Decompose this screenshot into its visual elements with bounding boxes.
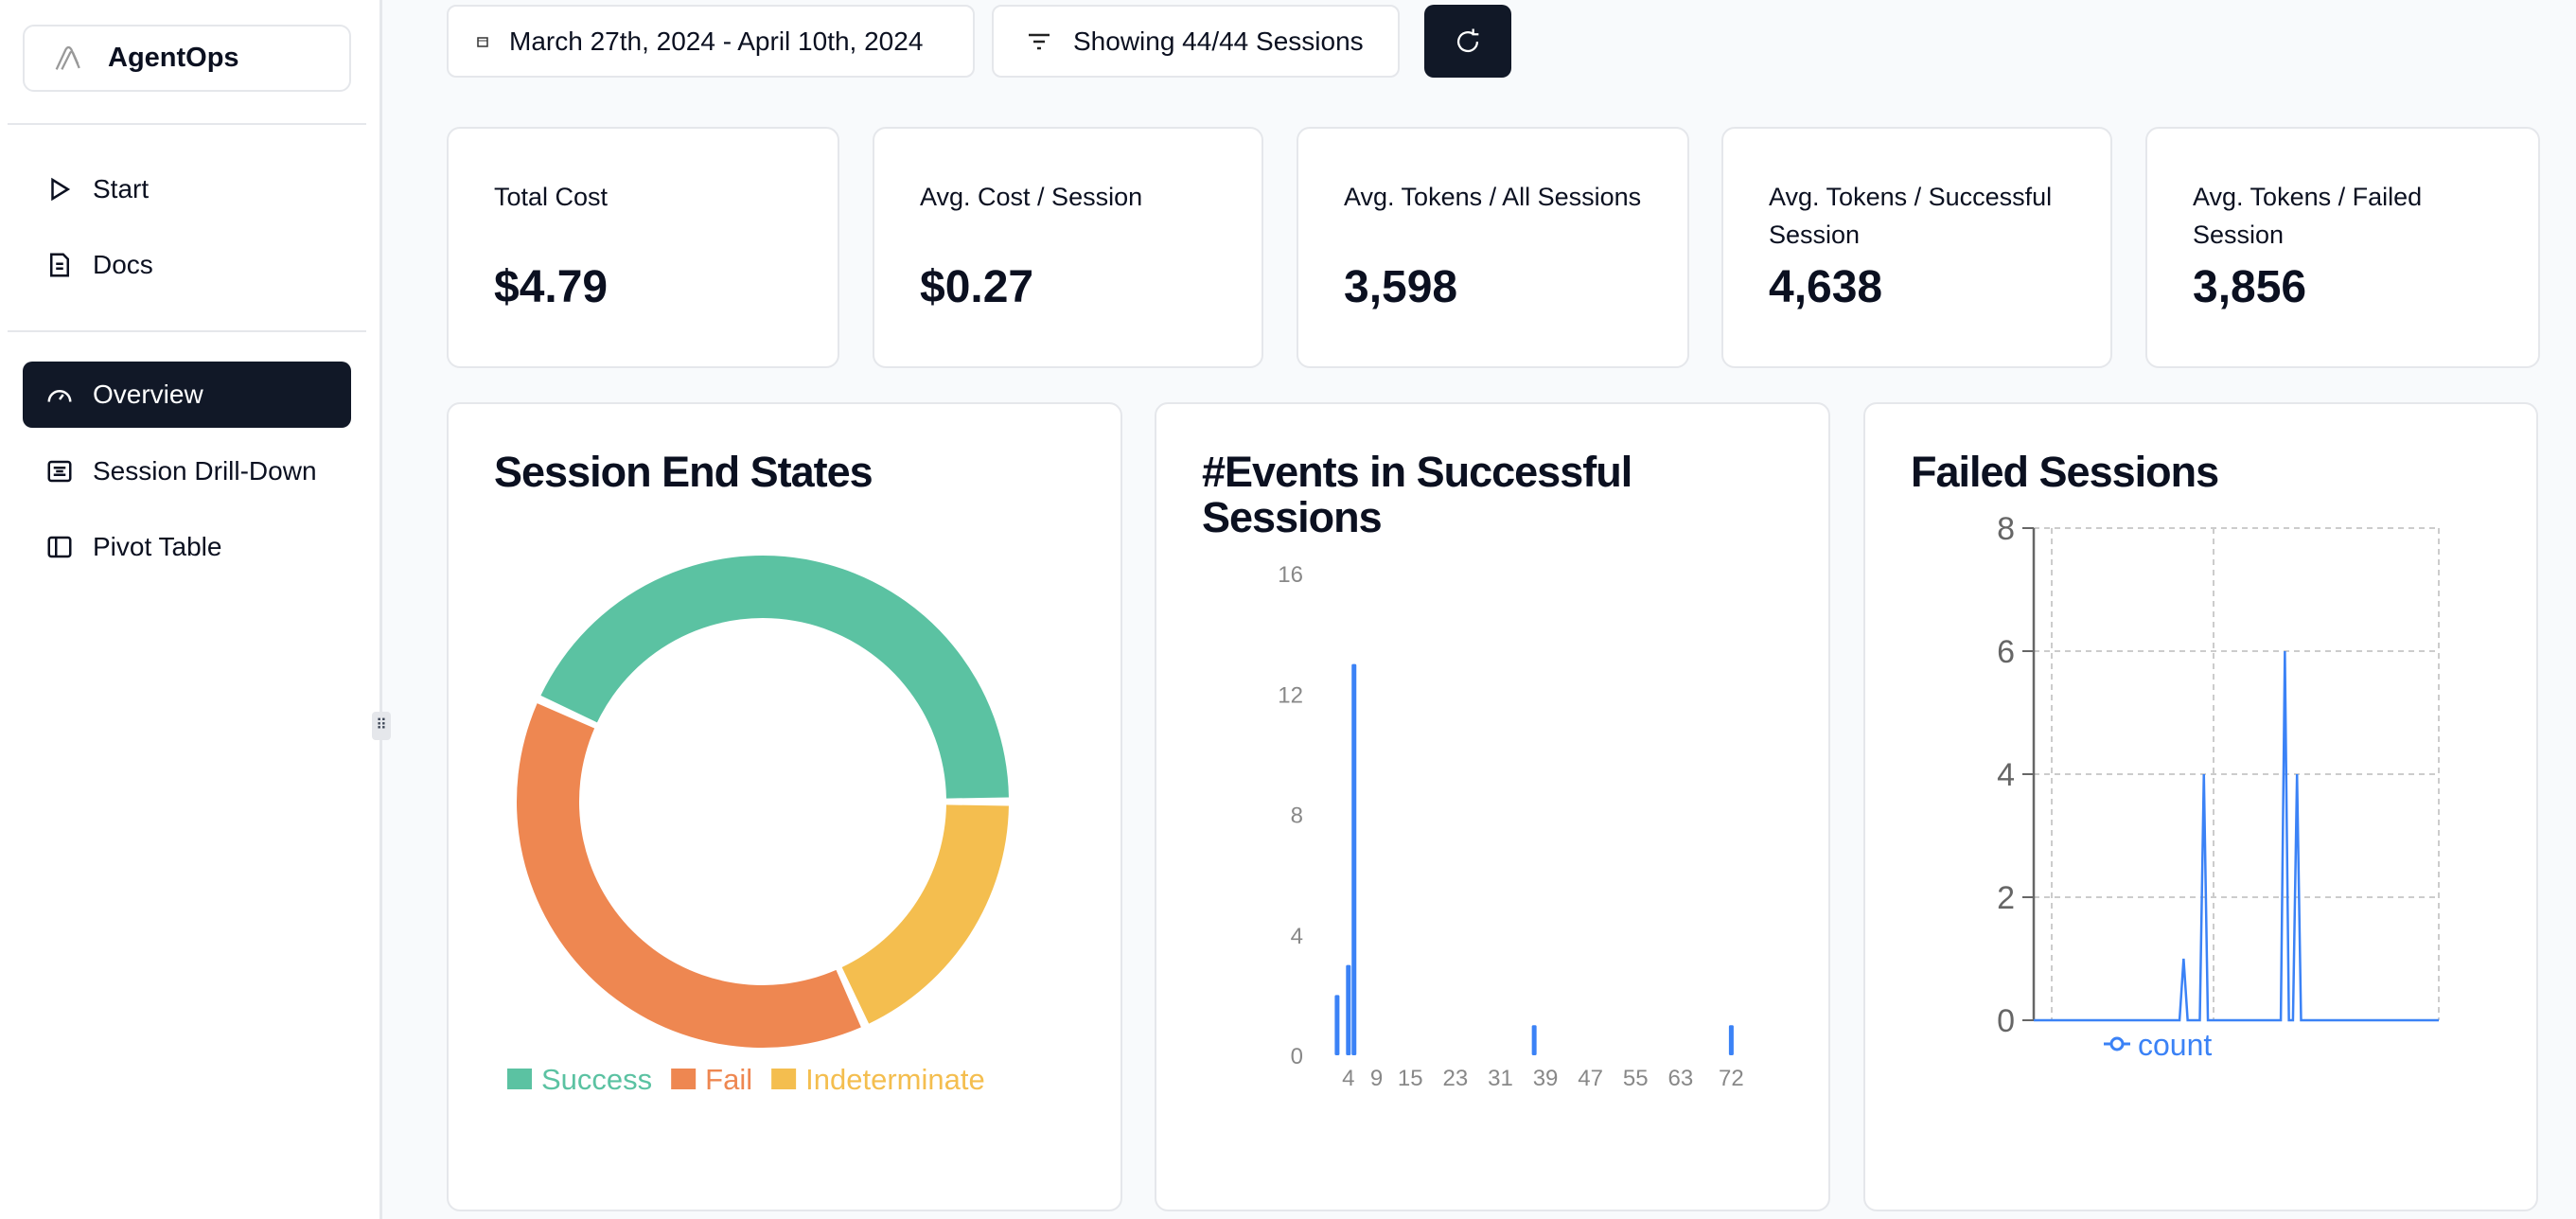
app-logo-button[interactable]: AgentOps — [23, 25, 351, 92]
legend-swatch — [507, 1069, 532, 1089]
events-successful-card: #Events in Successful Sessions 0 4 8 12 16 4 9… — [1155, 402, 1830, 1211]
legend-swatch — [671, 1069, 697, 1089]
y-tick-label: 2 — [1997, 880, 2015, 916]
chart-title: Session End States — [494, 448, 873, 496]
stat-value: 3,598 — [1344, 262, 1458, 312]
date-range-label: March 27th, 2024 - April 10th, 2024 — [509, 26, 924, 56]
sidebar-item-label: Pivot Table — [93, 532, 222, 561]
divider — [8, 123, 366, 125]
stat-label: Total Cost — [494, 183, 609, 211]
filter-icon — [1029, 33, 1050, 49]
divider — [8, 330, 366, 332]
y-tick-label: 0 — [1997, 1003, 2015, 1039]
refresh-button[interactable] — [1424, 5, 1511, 78]
session-filter-button[interactable]: Showing 44/44 Sessions — [992, 5, 1400, 78]
x-tick-label: 55 — [1623, 1066, 1649, 1091]
bar — [1334, 995, 1340, 1055]
legend-label: Success — [541, 1063, 652, 1096]
list-icon — [47, 460, 72, 483]
x-tick-label: 47 — [1578, 1066, 1603, 1091]
panel-icon — [47, 536, 72, 558]
donut-slice-fail — [517, 703, 861, 1048]
y-tick-label: 0 — [1291, 1044, 1303, 1069]
stat-label: Avg. Tokens / All Sessions — [1344, 183, 1642, 211]
chart-title: Failed Sessions — [1911, 448, 2219, 496]
donut-chart: Success Fail Indeterminate — [507, 555, 1009, 1096]
stat-card-avg-cost: Avg. Cost / Session $0.27 — [873, 127, 1263, 368]
x-tick-label: 63 — [1667, 1066, 1693, 1091]
stat-label: Avg. Cost / Session — [920, 183, 1143, 211]
y-tick-label: 6 — [1997, 634, 2015, 670]
legend-marker — [2109, 1036, 2125, 1051]
bar — [1531, 1025, 1537, 1055]
sidebar-item-start[interactable]: Start — [23, 156, 351, 222]
sidebar: AgentOps Start Docs Overview Session Dri… — [0, 0, 382, 1219]
x-tick-label: 4 — [1342, 1066, 1354, 1091]
filter-label: Showing 44/44 Sessions — [1073, 26, 1364, 56]
sidebar-item-label: Overview — [93, 380, 203, 409]
series-line-count — [2034, 650, 2439, 1022]
stat-card-avg-tokens-failed: Avg. Tokens / Failed Session 3,856 — [2145, 127, 2540, 368]
x-tick-label: 72 — [1719, 1066, 1744, 1091]
app-name: AgentOps — [108, 43, 239, 73]
y-tick-label: 16 — [1278, 562, 1303, 588]
date-range-picker[interactable]: March 27th, 2024 - April 10th, 2024 — [447, 5, 975, 78]
x-tick-label: 9 — [1370, 1066, 1383, 1091]
y-tick-label: 8 — [1291, 804, 1303, 829]
stat-label: Avg. Tokens / Failed Session — [2193, 183, 2423, 249]
sidebar-item-label: Session Drill-Down — [93, 456, 317, 486]
stat-value: $4.79 — [494, 262, 609, 312]
stat-card-avg-tokens-all: Avg. Tokens / All Sessions 3,598 — [1297, 127, 1689, 368]
donut-slice-indeterminate — [841, 804, 1009, 1024]
y-tick-label: 4 — [1997, 757, 2015, 793]
stat-label: Avg. Tokens / Successful Session — [1769, 183, 2053, 249]
x-tick-label: 31 — [1488, 1066, 1513, 1091]
legend-label: Fail — [705, 1063, 752, 1096]
refresh-icon — [1457, 28, 1479, 52]
y-tick-label: 8 — [1997, 511, 2015, 547]
legend-label: Indeterminate — [805, 1063, 985, 1096]
donut-slice-success — [540, 555, 1009, 799]
line-chart: 0 2 4 6 8 count — [1997, 511, 2440, 1062]
x-tick-label: 23 — [1442, 1066, 1468, 1091]
session-end-states-card: Session End States Success Fail Indetermin… — [447, 402, 1122, 1211]
sidebar-item-pivot-table[interactable]: Pivot Table — [23, 514, 351, 580]
document-icon — [50, 253, 69, 277]
x-tick-label: 39 — [1533, 1066, 1559, 1091]
sidebar-item-docs[interactable]: Docs — [23, 232, 351, 298]
sidebar-item-session-drill-down[interactable]: Session Drill-Down — [23, 438, 351, 504]
x-tick-label: 15 — [1398, 1066, 1423, 1091]
legend-label: count — [2138, 1028, 2212, 1062]
failed-sessions-card: Failed Sessions 0 2 4 6 8 count — [1863, 402, 2538, 1211]
bar — [1346, 964, 1351, 1055]
legend-swatch — [771, 1069, 797, 1089]
sidebar-item-label: Docs — [93, 250, 153, 279]
calendar-icon — [477, 36, 488, 47]
sidebar-resize-handle[interactable]: ⠿ — [372, 712, 391, 740]
stat-value: $0.27 — [920, 262, 1034, 312]
bar — [1728, 1025, 1734, 1055]
stat-value: 4,638 — [1769, 262, 1883, 312]
y-tick-label: 12 — [1278, 682, 1303, 708]
stat-card-avg-tokens-success: Avg. Tokens / Successful Session 4,638 — [1721, 127, 2112, 368]
agentops-logo-icon — [55, 45, 80, 70]
sidebar-item-label: Start — [93, 174, 150, 203]
stat-card-total-cost: Total Cost $4.79 — [447, 127, 839, 368]
y-tick-label: 4 — [1291, 924, 1303, 949]
chart-title: #Events in Successful Sessions — [1202, 448, 1632, 541]
gauge-icon — [47, 390, 72, 402]
bar — [1351, 663, 1357, 1055]
sidebar-item-overview[interactable]: Overview — [23, 362, 351, 428]
stat-value: 3,856 — [2193, 262, 2307, 312]
play-icon — [51, 177, 71, 202]
